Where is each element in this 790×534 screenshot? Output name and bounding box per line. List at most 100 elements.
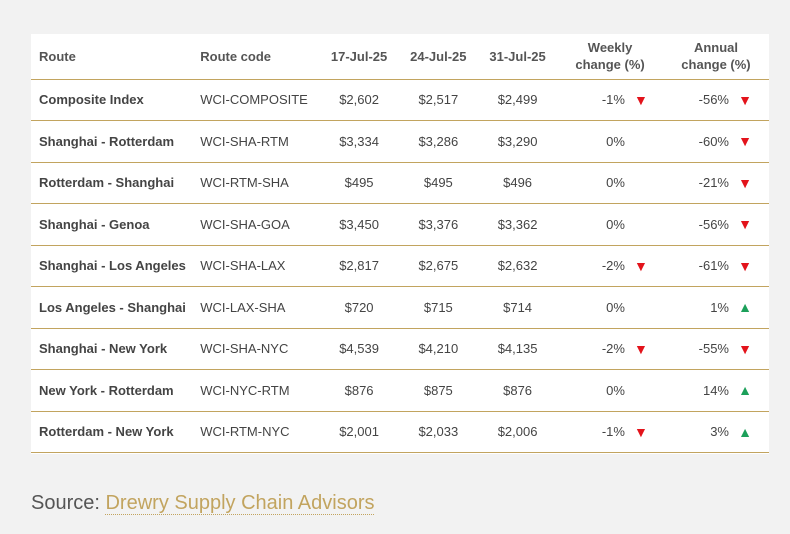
- annual-change-value: -61%: [698, 258, 729, 274]
- cell-price-date-3: $2,006: [477, 411, 558, 453]
- cell-price-date-1: $2,817: [319, 245, 399, 287]
- header-date-2: 24-Jul-25: [398, 34, 478, 80]
- cell-route: Composite Index: [31, 79, 201, 121]
- triangle-down-icon: ▼: [738, 91, 752, 108]
- cell-route-code: WCI-RTM-NYC: [200, 411, 320, 453]
- cell-price-date-3: $714: [477, 286, 558, 329]
- cell-price-date-2: $715: [398, 286, 478, 329]
- triangle-down-icon: ▼: [634, 257, 648, 274]
- weekly-change-value: 0%: [606, 216, 625, 232]
- rates-table: Route Route code 17-Jul-25 24-Jul-25 31-…: [31, 34, 769, 453]
- table-row: Shanghai - Rotterdam WCI-SHA-RTM $3,334 $3,…: [31, 120, 769, 163]
- cell-price-date-2: $2,033: [398, 411, 478, 453]
- annual-change-value: -56%: [698, 92, 729, 108]
- cell-weekly-change: 0%: [557, 369, 663, 412]
- cell-route: Shanghai - Rotterdam: [31, 120, 201, 163]
- cell-price-date-2: $3,286: [398, 120, 478, 163]
- table-row: Composite Index WCI-COMPOSITE $2,602 $2,517…: [31, 79, 769, 121]
- triangle-down-icon: ▼: [634, 423, 648, 440]
- annual-change-value: -60%: [698, 133, 729, 149]
- table-row: Los Angeles - Shanghai WCI-LAX-SHA $720 $71…: [31, 286, 769, 329]
- cell-price-date-3: $3,290: [477, 120, 558, 163]
- cell-weekly-change: -2% ▼: [557, 245, 663, 287]
- source-line: Source: Drewry Supply Chain Advisors: [31, 492, 375, 515]
- header-weekly-line-1: Weekly: [587, 40, 633, 56]
- cell-price-date-2: $3,376: [398, 203, 478, 246]
- annual-change-value: 1%: [710, 299, 729, 315]
- cell-price-date-1: $2,602: [319, 79, 399, 121]
- triangle-down-icon: ▼: [738, 216, 752, 233]
- table-body: Composite Index WCI-COMPOSITE $2,602 $2,517…: [31, 79, 769, 453]
- cell-price-date-2: $495: [398, 162, 478, 204]
- cell-price-date-3: $2,499: [477, 79, 558, 121]
- cell-price-date-2: $4,210: [398, 328, 478, 370]
- weekly-change-value: 0%: [606, 175, 625, 191]
- annual-change-value: -56%: [698, 216, 729, 232]
- triangle-down-icon: ▼: [738, 340, 752, 357]
- weekly-change-value: 0%: [606, 299, 625, 315]
- header-row: Route Route code 17-Jul-25 24-Jul-25 31-…: [31, 34, 769, 80]
- header-date-1: 17-Jul-25: [319, 34, 399, 80]
- cell-route-code: WCI-SHA-RTM: [200, 120, 320, 163]
- table-row: New York - Rotterdam WCI-NYC-RTM $876 $875 $…: [31, 369, 769, 412]
- cell-price-date-1: $4,539: [319, 328, 399, 370]
- triangle-up-icon: ▲: [738, 299, 752, 316]
- header-weekly-line-2: change (%): [575, 57, 645, 73]
- cell-price-date-1: $876: [319, 369, 399, 412]
- table-row: Shanghai - Los Angeles WCI-SHA-LAX $2,817 $…: [31, 245, 769, 287]
- cell-price-date-3: $876: [477, 369, 558, 412]
- cell-price-date-1: $3,334: [319, 120, 399, 163]
- annual-change-value: -21%: [698, 175, 729, 191]
- cell-price-date-3: $4,135: [477, 328, 558, 370]
- triangle-down-icon: ▼: [634, 340, 648, 357]
- weekly-change-value: 0%: [606, 133, 625, 149]
- cell-price-date-1: $720: [319, 286, 399, 329]
- cell-route: Rotterdam - Shanghai: [31, 162, 201, 204]
- cell-route: Los Angeles - Shanghai: [31, 286, 201, 329]
- cell-price-date-2: $2,675: [398, 245, 478, 287]
- source-link[interactable]: Drewry Supply Chain Advisors: [105, 492, 375, 515]
- cell-weekly-change: 0%: [557, 120, 663, 163]
- header-route-code: Route code: [200, 34, 320, 80]
- triangle-down-icon: ▼: [738, 133, 752, 150]
- header-annual-change: Annual change (%): [662, 34, 769, 80]
- weekly-change-value: -1%: [601, 92, 625, 108]
- cell-annual-change: -60% ▼: [662, 120, 769, 163]
- cell-annual-change: 3% ▲: [662, 411, 769, 453]
- cell-route-code: WCI-LAX-SHA: [200, 286, 320, 329]
- cell-annual-change: -56% ▼: [662, 79, 769, 121]
- triangle-down-icon: ▼: [738, 174, 752, 191]
- cell-weekly-change: -1% ▼: [557, 79, 663, 121]
- cell-route: New York - Rotterdam: [31, 369, 201, 412]
- annual-change-value: 3%: [710, 424, 729, 440]
- cell-route-code: WCI-COMPOSITE: [200, 79, 320, 121]
- cell-price-date-3: $3,362: [477, 203, 558, 246]
- annual-change-value: 14%: [702, 382, 729, 398]
- triangle-down-icon: ▼: [634, 91, 648, 108]
- cell-route-code: WCI-SHA-GOA: [200, 203, 320, 246]
- cell-route: Rotterdam - New York: [31, 411, 201, 453]
- cell-annual-change: 14% ▲: [662, 369, 769, 412]
- weekly-change-value: -2%: [601, 258, 625, 274]
- cell-route: Shanghai - Genoa: [31, 203, 201, 246]
- cell-weekly-change: -2% ▼: [557, 328, 663, 370]
- triangle-down-icon: ▼: [738, 257, 752, 274]
- cell-annual-change: 1% ▲: [662, 286, 769, 329]
- cell-annual-change: -21% ▼: [662, 162, 769, 204]
- cell-price-date-1: $2,001: [319, 411, 399, 453]
- cell-weekly-change: -1% ▼: [557, 411, 663, 453]
- cell-route-code: WCI-RTM-SHA: [200, 162, 320, 204]
- cell-price-date-1: $3,450: [319, 203, 399, 246]
- cell-price-date-2: $2,517: [398, 79, 478, 121]
- cell-annual-change: -61% ▼: [662, 245, 769, 287]
- cell-route-code: WCI-SHA-LAX: [200, 245, 320, 287]
- table-header: Route Route code 17-Jul-25 24-Jul-25 31-…: [31, 34, 769, 80]
- table-row: Rotterdam - Shanghai WCI-RTM-SHA $495 $495 $…: [31, 162, 769, 204]
- cell-route: Shanghai - Los Angeles: [31, 245, 201, 287]
- rates-table-card: Route Route code 17-Jul-25 24-Jul-25 31-…: [31, 34, 769, 454]
- cell-price-date-3: $496: [477, 162, 558, 204]
- header-weekly-change: Weekly change (%): [557, 34, 663, 80]
- cell-route-code: WCI-SHA-NYC: [200, 328, 320, 370]
- table-row: Shanghai - New York WCI-SHA-NYC $4,539 $4,2…: [31, 328, 769, 370]
- header-annual-line-1: Annual: [693, 40, 738, 56]
